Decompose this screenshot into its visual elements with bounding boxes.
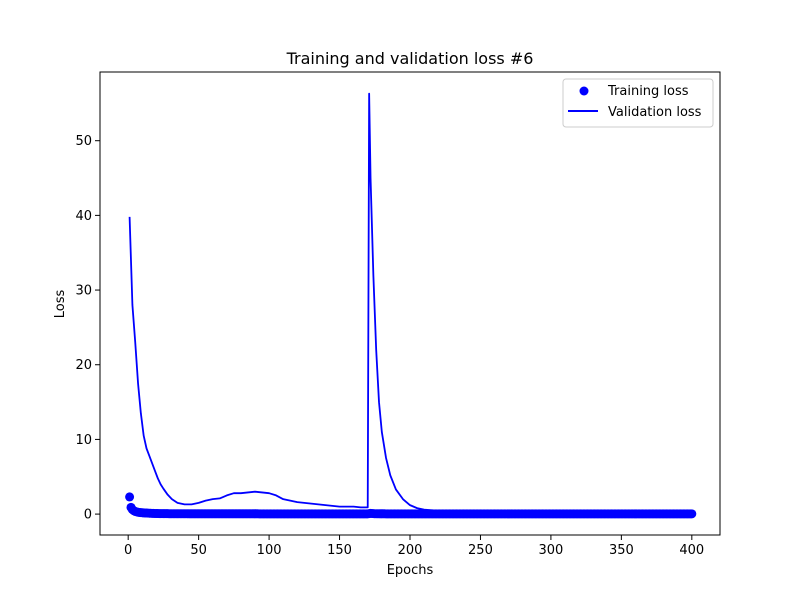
training-loss-series	[125, 492, 697, 519]
x-tick-label: 250	[468, 543, 493, 558]
y-tick-label: 0	[84, 508, 92, 523]
legend-label-validation-loss: Validation loss	[608, 105, 702, 120]
plot-area	[125, 92, 697, 519]
y-tick-label: 10	[75, 433, 92, 448]
legend-box	[562, 78, 714, 128]
y-tick-label: 40	[75, 209, 92, 224]
x-tick-label: 0	[124, 543, 132, 558]
x-tick-label: 200	[398, 543, 423, 558]
x-tick-label: 100	[257, 543, 282, 558]
x-tick-label: 350	[609, 543, 634, 558]
validation-loss-line	[128, 92, 692, 514]
y-axis-label: Loss	[53, 290, 68, 319]
chart-title: Training and validation loss #6	[286, 49, 534, 68]
legend-marker-training-loss	[579, 86, 589, 96]
x-axis-label: Epochs	[387, 563, 434, 578]
y-tick-label: 50	[75, 134, 92, 149]
y-axis: 0 10 20 30 40 50	[75, 134, 100, 523]
x-tick-label: 400	[679, 543, 704, 558]
training-loss-point	[125, 492, 135, 502]
x-tick-label: 150	[327, 543, 352, 558]
x-tick-label: 50	[190, 543, 207, 558]
legend: Training loss Validation loss	[562, 78, 714, 128]
x-tick-label: 300	[538, 543, 563, 558]
y-tick-label: 30	[75, 284, 92, 299]
training-loss-point	[685, 509, 695, 519]
validation-loss-series	[128, 92, 692, 514]
x-axis: 0 50 100 150 200 250 300 350 400	[124, 535, 704, 558]
legend-label-training-loss: Training loss	[607, 84, 689, 99]
y-tick-label: 20	[75, 358, 92, 373]
